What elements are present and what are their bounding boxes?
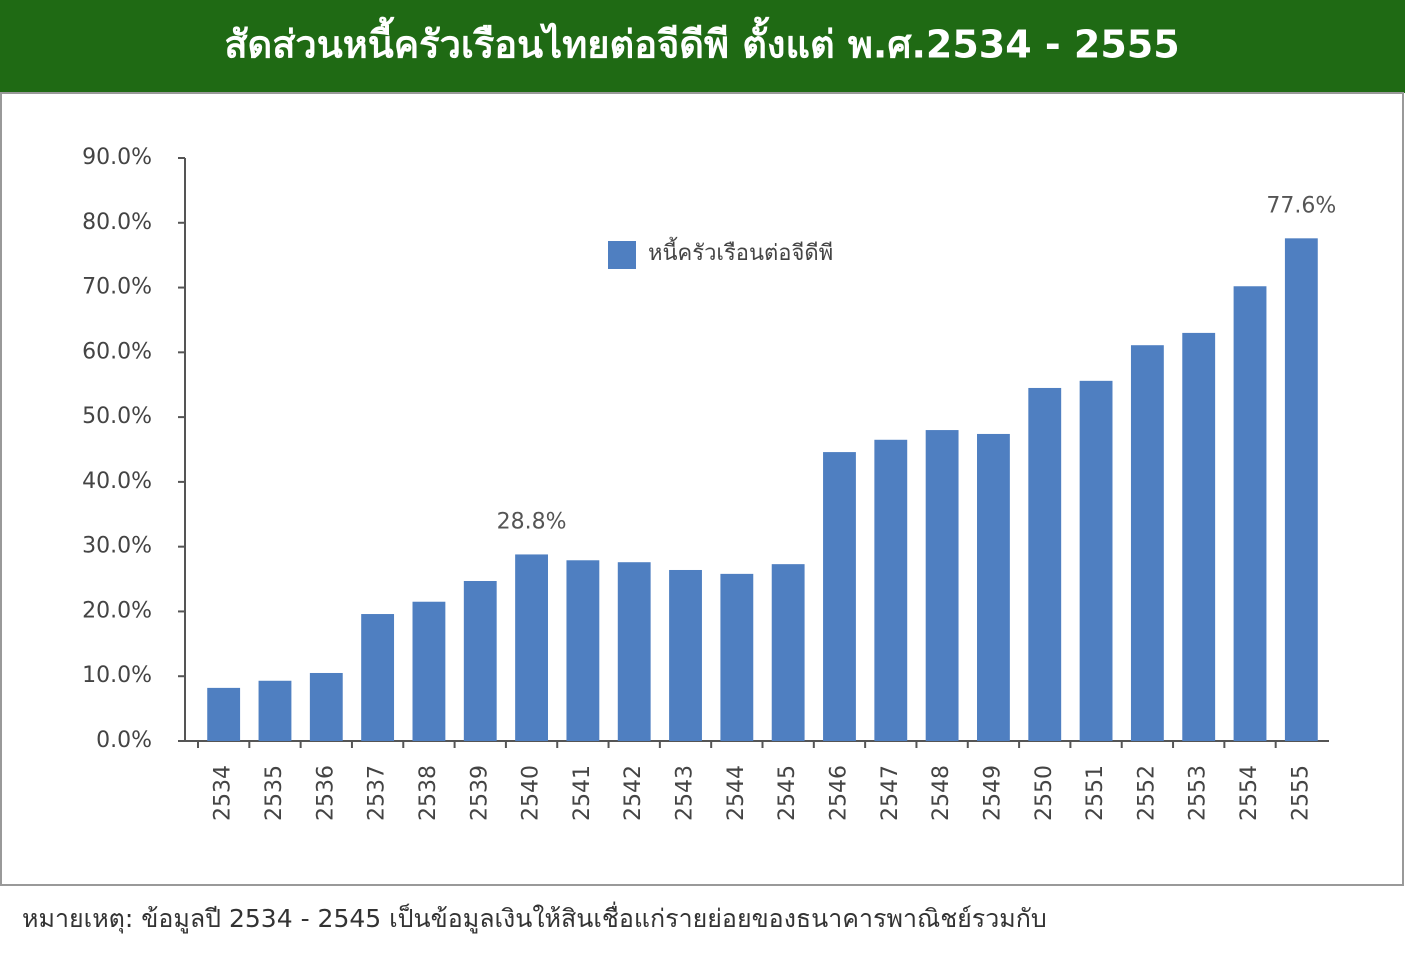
x-tick-label: 2545 [775,765,800,821]
x-tick-label: 2534 [211,765,236,821]
y-tick-label: 50.0% [82,404,152,429]
x-tick-label: 2540 [519,765,544,821]
bar [515,554,548,741]
bar [720,573,754,741]
x-tick-label: 2551 [1083,765,1108,821]
legend-swatch [608,241,636,269]
bar [925,430,959,741]
x-tick-label: 2546 [826,765,851,821]
bar [258,680,292,741]
x-tick-label: 2542 [621,765,646,821]
y-tick-label: 80.0% [82,210,152,235]
bar [1182,332,1216,741]
x-tick-label: 2549 [980,765,1005,821]
chart-title: สัดส่วนหนี้ครัวเรือนไทยต่อจีดีพี ตั้งแต่… [224,17,1179,67]
footnote: หมายเหตุ: ข้อมูลปี 2534 - 2545 เป็นข้อมู… [22,901,1047,934]
x-tick-label: 2535 [262,765,287,821]
x-tick-label: 2552 [1134,765,1159,821]
x-tick-label: 2536 [313,765,338,821]
y-tick-label: 60.0% [82,339,152,364]
x-tick-label: 2544 [724,765,749,821]
y-tick-label: 30.0% [82,534,152,559]
title-banner [0,0,1405,93]
chart-frame [0,92,1404,886]
bar [1233,286,1267,741]
bar [874,439,908,741]
x-tick-label: 2543 [673,765,698,821]
bar [463,580,497,741]
bar [1130,345,1164,741]
x-tick-label: 2538 [416,765,441,821]
y-tick-label: 40.0% [82,469,152,494]
x-tick-label: 2541 [570,765,595,821]
bar [207,687,241,741]
x-tick-label: 2553 [1186,765,1211,821]
x-tick-label: 2537 [365,765,390,821]
x-tick-label: 2547 [878,765,903,821]
y-tick-label: 70.0% [82,275,152,300]
x-tick-label: 2554 [1237,765,1262,821]
bar [309,672,343,741]
y-tick-label: 10.0% [82,663,152,688]
bar [823,452,856,741]
bar [1028,387,1062,741]
data-label: 77.6% [1266,193,1336,218]
y-tick-label: 20.0% [82,598,152,623]
y-tick-label: 0.0% [96,728,152,753]
bar [771,564,805,741]
legend-label: หนี้ครัวเรือนต่อจีดีพี [648,237,833,266]
y-tick-label: 90.0% [82,145,152,170]
bar [617,562,651,741]
x-tick-label: 2548 [929,765,954,821]
bar [1284,238,1318,741]
bar [361,614,395,741]
x-tick-label: 2555 [1288,765,1313,821]
bar [1079,380,1113,741]
x-tick-label: 2550 [1032,765,1057,821]
bar [566,560,600,741]
bar [669,569,702,741]
x-tick-label: 2539 [467,765,492,821]
data-label: 28.8% [497,509,567,534]
bar [412,601,446,741]
bar [977,433,1010,741]
